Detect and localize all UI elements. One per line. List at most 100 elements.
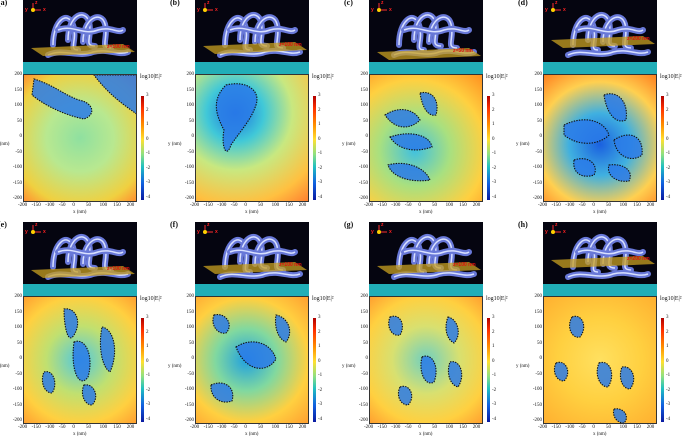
y-tick-label: 200 [360,294,369,299]
inset-axis-x: x [389,7,392,13]
colorbar-title: log10|E|² [486,296,508,302]
cyan-divider-strip [543,284,657,296]
x-tick-label: -200 [538,203,548,208]
x-tick-label: -200 [190,203,200,208]
x-tick-label: 200 [472,425,481,430]
helix-structure-icon [31,3,135,58]
colorbar-title: log10|E|² [660,74,682,80]
cyan-divider-strip [195,62,309,74]
colorbar-tick: -4 [318,416,323,422]
x-tick-label: 0 [244,203,247,208]
contour-region [235,341,277,369]
helix-highlight [567,272,649,278]
field-contours [384,91,438,182]
helix-render-inset: z y x z=100 nm [195,222,309,284]
y-tick-label: -150 [184,180,194,186]
coordinate-axes-icon [31,3,41,12]
helix-render-inset: z y x z=200 nm [543,222,657,284]
y-tick-label: 0 [539,134,543,139]
panel-label: (a) [0,0,8,7]
x-tick-label: -150 [31,203,41,208]
x-tick-label: -200 [364,203,374,208]
panel-label: (d) [518,0,528,7]
colorbar-tick: 2 [146,107,149,113]
inset-axis-x: x [215,7,218,13]
colorbar-tick: 2 [492,107,495,113]
contour-region [607,164,631,182]
colorbar [141,96,144,200]
contour-region [210,382,234,403]
colorbar-tick: 3 [492,93,495,98]
slice-plane [551,256,655,268]
y-tick-label: -200 [532,196,542,201]
slice-plane [31,266,135,278]
y-tick-label: -150 [532,180,542,186]
colorbar-title: log10|E|² [486,74,508,80]
y-tick-label: -200 [12,196,22,201]
field-contours [553,315,635,423]
y-tick-label: 50 [17,340,22,346]
inset-axis-y: y [197,229,200,235]
x-tick-label: 0 [592,203,595,208]
helix-structure-icon [377,3,481,60]
y-tick-label: 200 [186,72,195,77]
colorbar-tick: -2 [492,165,497,171]
colorbar-tick: -3 [146,180,151,185]
helix-highlight [567,50,649,56]
x-tick-label: 50 [86,203,91,208]
field-map [369,74,483,202]
inset-axis-z: z [555,222,558,228]
y-tick-label: 50 [363,118,368,124]
y-axis-label: y (nm) [342,364,356,369]
contour-region [445,316,459,344]
y-tick-label: 50 [537,340,542,346]
colorbar-tick: -2 [146,165,151,171]
x-tick-label: 150 [633,425,641,430]
x-tick-label: 200 [126,203,135,208]
x-tick-label: -50 [230,203,238,208]
x-tick-label: -50 [230,425,238,430]
colorbar [487,96,490,200]
field-map [195,296,309,424]
slice-plane [31,44,135,56]
x-tick-label: 0 [418,203,421,208]
y-tick-label: 0 [539,356,543,361]
y-tick-label: 100 [360,325,369,330]
colorbar-tick: -3 [492,402,497,407]
field-map [543,74,657,202]
x-tick-label: -150 [377,203,387,208]
contour-region [384,109,421,128]
y-axis-label: y (nm) [0,142,10,147]
contour-region [397,385,413,406]
x-tick-label: 100 [271,425,280,430]
x-tick-label: -100 [391,425,401,430]
x-tick-label: 150 [285,203,293,208]
x-tick-label: 100 [445,425,454,430]
x-tick-label: -50 [578,425,586,430]
inset-axis-y: y [545,7,548,13]
colorbar-tick: 0 [492,358,495,364]
colorbar-tick: -4 [666,194,671,200]
colorbar-tick: -1 [492,151,497,156]
colorbar-tick: 1 [666,122,669,127]
y-tick-label: 200 [186,294,195,299]
y-tick-label: 100 [186,103,195,108]
x-tick-label: 100 [619,203,628,208]
colorbar-tick: -1 [492,373,497,378]
y-tick-label: 150 [186,309,195,315]
x-tick-label: -50 [58,203,66,208]
x-axis-label: x (nm) [419,210,433,215]
colorbar-tick: -3 [492,180,497,185]
colorbar-tick: 1 [666,344,669,349]
contour-region [31,78,93,120]
inset-axis-z: z [207,222,210,228]
y-tick-label: 100 [534,103,543,108]
figure-panel: (h) z y x z=200 nm 200 150 100 50 0 -50 -100 -150 -20… [516,220,692,444]
x-tick-label: -50 [404,425,412,430]
x-tick-label: 0 [244,425,247,430]
y-tick-label: -150 [532,402,542,408]
x-tick-label: 200 [646,203,655,208]
colorbar-tick: -4 [146,194,151,200]
colorbar-tick: 0 [492,136,495,142]
